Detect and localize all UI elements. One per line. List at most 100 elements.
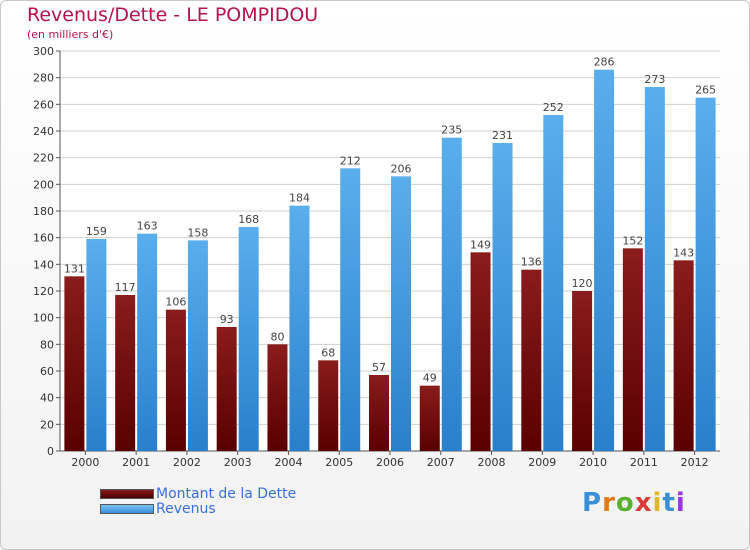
y-tick-label: 280	[33, 72, 54, 85]
x-tick-label: 2002	[173, 456, 201, 469]
bar-debt	[115, 295, 136, 451]
data-label-debt: 143	[673, 246, 694, 259]
y-tick-label: 20	[40, 418, 54, 431]
logo-letter: o	[615, 488, 635, 518]
x-tick-label: 2006	[376, 456, 404, 469]
bar-revenue	[137, 233, 158, 451]
bar-revenue	[238, 227, 259, 451]
bar-revenue	[441, 137, 462, 451]
data-label-revenue: 168	[238, 213, 259, 226]
x-tick-label: 2010	[579, 456, 607, 469]
data-label-revenue: 265	[695, 84, 716, 97]
bar-debt	[673, 260, 694, 451]
chart-subtitle: (en milliers d'€)	[27, 28, 114, 41]
data-label-debt: 49	[423, 372, 437, 385]
bar-debt	[165, 309, 186, 451]
bar-revenue	[289, 205, 310, 451]
data-label-revenue: 163	[137, 220, 158, 233]
logo-letter: P	[582, 488, 603, 518]
x-tick-label: 2012	[681, 456, 709, 469]
bar-debt	[572, 291, 593, 451]
bar-revenue	[594, 69, 615, 452]
data-label-debt: 106	[165, 296, 186, 309]
plot-area	[60, 51, 720, 451]
bar-revenue	[86, 239, 107, 451]
bar-debt	[419, 385, 440, 451]
chart-title: Revenus/Dette - LE POMPIDOU	[27, 4, 319, 26]
x-tick-label: 2007	[427, 456, 455, 469]
bar-debt	[318, 360, 339, 451]
logo-letter: x	[634, 488, 653, 518]
data-label-revenue: 235	[441, 124, 462, 137]
data-label-revenue: 252	[543, 101, 564, 114]
legend: Montant de la Dette Revenus	[100, 485, 297, 517]
legend-swatch-revenue	[100, 503, 154, 514]
bar-revenue	[187, 240, 208, 451]
bar-revenue	[695, 97, 716, 452]
y-tick-label: 200	[33, 178, 54, 191]
bar-debt	[369, 375, 389, 451]
y-tick-label: 300	[33, 45, 54, 58]
bar-revenue	[644, 87, 665, 451]
y-tick-label: 260	[33, 98, 54, 111]
y-tick-label: 160	[33, 232, 54, 245]
legend-item-debt: Montant de la Dette	[100, 485, 297, 502]
bar-debt	[64, 276, 85, 451]
y-tick-label: 80	[40, 338, 54, 351]
bar-debt	[622, 248, 643, 451]
y-tick-label: 120	[33, 285, 54, 298]
y-tick-label: 60	[40, 365, 54, 378]
data-label-debt: 117	[115, 281, 136, 294]
bar-revenue	[391, 176, 411, 452]
x-tick-label: 2001	[122, 456, 150, 469]
bar-revenue	[492, 143, 513, 451]
data-label-debt: 131	[64, 262, 85, 275]
x-tick-label: 2003	[224, 456, 252, 469]
x-tick-label: 2000	[71, 456, 99, 469]
y-tick-label: 140	[33, 258, 54, 271]
y-tick-label: 40	[40, 392, 54, 405]
data-label-debt: 136	[521, 256, 542, 269]
x-tick-label: 2005	[325, 456, 353, 469]
data-label-debt: 120	[572, 277, 593, 290]
x-tick-label: 2009	[528, 456, 556, 469]
data-label-revenue: 212	[340, 154, 361, 167]
data-label-revenue: 158	[187, 226, 208, 239]
data-label-revenue: 159	[86, 225, 107, 238]
legend-label-debt: Montant de la Dette	[156, 485, 297, 502]
legend-label-revenue: Revenus	[156, 500, 216, 517]
logo-letter: i	[675, 488, 686, 518]
x-tick-label: 2011	[630, 456, 658, 469]
data-label-revenue: 273	[644, 73, 665, 86]
data-label-debt: 93	[220, 313, 234, 326]
x-tick-label: 2008	[478, 456, 506, 469]
legend-item-revenue: Revenus	[100, 500, 296, 517]
x-tick-label: 2004	[274, 456, 302, 469]
legend-swatch-debt	[100, 488, 154, 499]
logo-letter: r	[602, 488, 616, 518]
y-tick-label: 100	[33, 312, 54, 325]
logo-letter: i	[652, 488, 663, 518]
data-label-revenue: 206	[391, 162, 412, 175]
data-label-debt: 68	[321, 346, 335, 359]
y-tick-label: 240	[33, 125, 54, 138]
data-label-debt: 149	[470, 238, 491, 251]
y-tick-label: 0	[47, 445, 54, 458]
bar-debt	[521, 269, 542, 451]
y-tick-label: 180	[33, 205, 54, 218]
data-label-revenue: 231	[492, 129, 513, 142]
bar-debt	[216, 327, 237, 451]
data-label-debt: 57	[372, 361, 386, 374]
y-tick-label: 220	[33, 152, 54, 165]
data-label-debt: 152	[622, 234, 643, 247]
bar-debt	[470, 252, 491, 451]
bar-revenue	[543, 115, 564, 451]
proxiti-logo: Proxiti	[582, 488, 686, 518]
data-label-debt: 80	[270, 330, 284, 343]
data-label-revenue: 286	[594, 56, 615, 69]
bar-revenue	[340, 168, 361, 452]
logo-letter: t	[662, 488, 676, 518]
data-label-revenue: 184	[289, 192, 310, 205]
bar-debt	[267, 344, 288, 451]
